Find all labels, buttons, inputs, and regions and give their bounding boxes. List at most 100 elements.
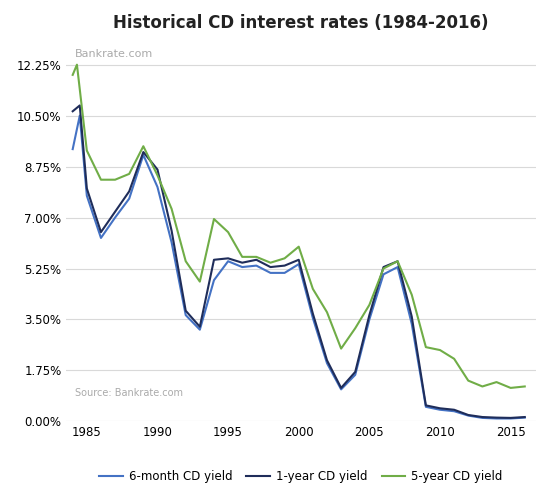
5-year CD yield <box>508 385 514 391</box>
Text: Source: Bankrate.com: Source: Bankrate.com <box>75 389 183 398</box>
1-year CD yield <box>140 149 147 155</box>
1-year CD yield <box>295 257 302 263</box>
Title: Historical CD interest rates (1984-2016): Historical CD interest rates (1984-2016) <box>113 14 488 32</box>
6-month CD yield <box>140 152 147 158</box>
1-year CD yield <box>479 414 486 420</box>
6-month CD yield <box>112 215 118 220</box>
5-year CD yield <box>493 379 500 385</box>
5-year CD yield <box>281 255 288 261</box>
1-year CD yield <box>126 189 132 195</box>
5-year CD yield <box>295 244 302 249</box>
6-month CD yield <box>380 271 387 277</box>
Line: 1-year CD yield: 1-year CD yield <box>73 105 525 418</box>
6-month CD yield <box>423 404 429 410</box>
1-year CD yield <box>423 402 429 408</box>
1-year CD yield <box>493 415 500 420</box>
1-year CD yield <box>225 255 231 261</box>
6-month CD yield <box>69 146 76 152</box>
6-month CD yield <box>84 193 90 198</box>
1-year CD yield <box>281 263 288 269</box>
1-year CD yield <box>253 257 260 263</box>
6-month CD yield <box>154 184 161 190</box>
5-year CD yield <box>239 254 246 260</box>
6-month CD yield <box>493 416 500 421</box>
1-year CD yield <box>409 314 415 319</box>
6-month CD yield <box>366 317 373 322</box>
6-month CD yield <box>310 315 316 321</box>
5-year CD yield <box>423 344 429 350</box>
1-year CD yield <box>84 186 90 192</box>
1-year CD yield <box>451 407 457 413</box>
1-year CD yield <box>168 228 175 234</box>
5-year CD yield <box>366 302 373 308</box>
1-year CD yield <box>508 415 514 421</box>
6-month CD yield <box>225 258 231 264</box>
5-year CD yield <box>409 292 415 297</box>
Text: Bankrate.com: Bankrate.com <box>75 49 153 59</box>
1-year CD yield <box>154 167 161 172</box>
6-month CD yield <box>183 312 189 318</box>
6-month CD yield <box>352 372 358 378</box>
6-month CD yield <box>437 407 443 413</box>
6-month CD yield <box>126 196 132 201</box>
5-year CD yield <box>267 260 274 266</box>
5-year CD yield <box>380 266 387 271</box>
5-year CD yield <box>465 378 472 384</box>
1-year CD yield <box>77 102 83 108</box>
5-year CD yield <box>140 143 147 149</box>
1-year CD yield <box>239 260 246 266</box>
5-year CD yield <box>437 347 443 353</box>
1-year CD yield <box>437 405 443 411</box>
1-year CD yield <box>324 357 330 363</box>
1-year CD yield <box>112 209 118 215</box>
5-year CD yield <box>521 384 528 390</box>
Legend: 6-month CD yield, 1-year CD yield, 5-year CD yield: 6-month CD yield, 1-year CD yield, 5-yea… <box>95 466 507 488</box>
5-year CD yield <box>310 286 316 292</box>
1-year CD yield <box>338 385 345 391</box>
5-year CD yield <box>74 62 80 68</box>
5-year CD yield <box>211 216 217 222</box>
6-month CD yield <box>267 270 274 276</box>
1-year CD yield <box>69 108 76 114</box>
6-month CD yield <box>394 264 401 270</box>
6-month CD yield <box>98 235 104 241</box>
1-year CD yield <box>380 264 387 270</box>
1-year CD yield <box>183 308 189 314</box>
6-month CD yield <box>211 277 217 283</box>
6-month CD yield <box>409 321 415 327</box>
1-year CD yield <box>465 412 472 418</box>
5-year CD yield <box>352 325 358 331</box>
5-year CD yield <box>479 384 486 390</box>
5-year CD yield <box>126 171 132 177</box>
5-year CD yield <box>69 72 76 78</box>
6-month CD yield <box>338 387 345 392</box>
6-month CD yield <box>451 408 457 414</box>
5-year CD yield <box>324 309 330 315</box>
1-year CD yield <box>366 312 373 318</box>
6-month CD yield <box>168 240 175 245</box>
5-year CD yield <box>338 345 345 351</box>
6-month CD yield <box>239 264 246 270</box>
1-year CD yield <box>98 229 104 235</box>
6-month CD yield <box>324 360 330 366</box>
1-year CD yield <box>267 264 274 270</box>
6-month CD yield <box>479 415 486 421</box>
1-year CD yield <box>521 414 528 420</box>
5-year CD yield <box>196 279 203 285</box>
6-month CD yield <box>465 413 472 418</box>
5-year CD yield <box>394 258 401 264</box>
Line: 5-year CD yield: 5-year CD yield <box>73 65 525 388</box>
6-month CD yield <box>508 416 514 421</box>
5-year CD yield <box>451 356 457 362</box>
1-year CD yield <box>352 369 358 375</box>
6-month CD yield <box>196 327 203 333</box>
5-year CD yield <box>112 177 118 183</box>
5-year CD yield <box>84 147 90 153</box>
6-month CD yield <box>521 415 528 420</box>
6-month CD yield <box>295 261 302 267</box>
5-year CD yield <box>225 229 231 235</box>
6-month CD yield <box>281 270 288 276</box>
6-month CD yield <box>77 113 83 119</box>
5-year CD yield <box>253 254 260 260</box>
5-year CD yield <box>98 177 104 183</box>
